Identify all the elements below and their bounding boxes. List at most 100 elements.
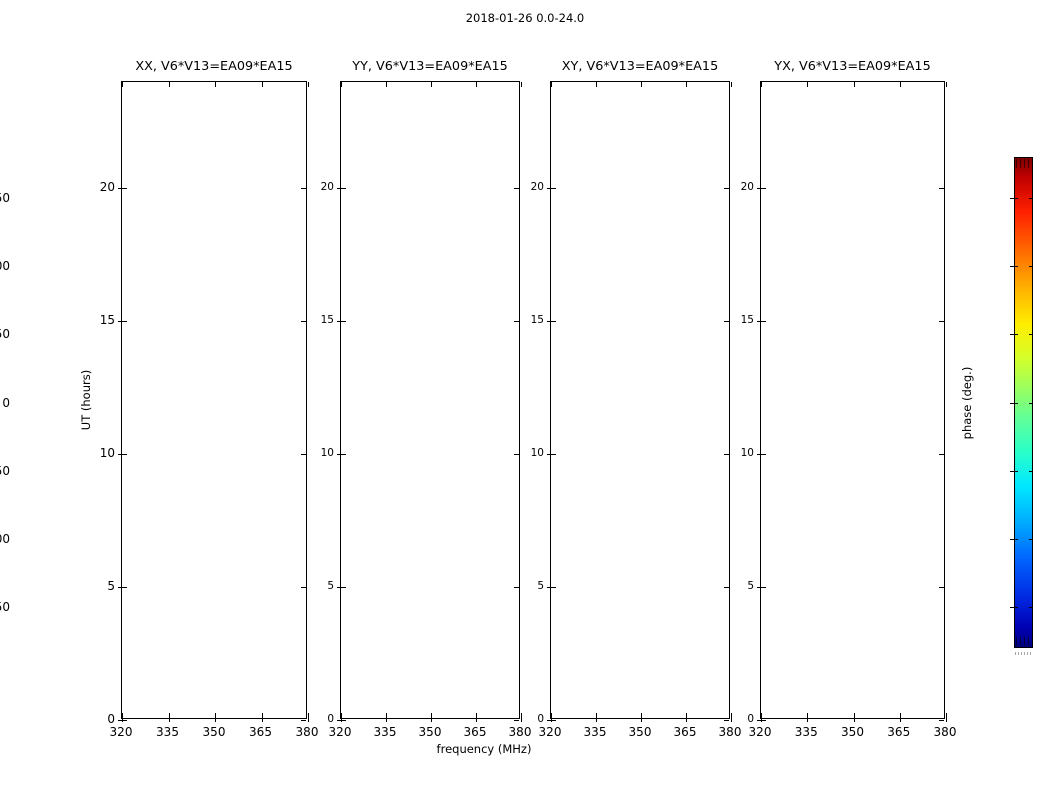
x-tick-bottom xyxy=(853,713,855,718)
colorbar[interactable] xyxy=(1010,157,1033,648)
y-tick-stub xyxy=(337,454,341,456)
x-tick-label: 320 xyxy=(109,725,133,739)
x-tick-top xyxy=(761,82,762,87)
y-tick-left xyxy=(761,720,766,721)
x-tick-label: 335 xyxy=(156,725,179,739)
x-tick-stub xyxy=(215,718,216,722)
y-tick-stub xyxy=(547,720,551,721)
y-tick-right xyxy=(724,321,729,323)
x-tick-bottom xyxy=(641,713,642,718)
y-tick-left xyxy=(551,720,556,721)
y-tick-stub xyxy=(118,454,122,456)
x-tick-top xyxy=(386,82,387,87)
x-tick-bottom xyxy=(761,713,762,718)
colorbar-tick xyxy=(1010,266,1014,268)
x-tick-label: 320 xyxy=(748,725,772,739)
y-tick-right xyxy=(939,587,944,589)
y-tick-left xyxy=(122,321,127,323)
colorbar-tick xyxy=(1010,334,1014,336)
x-tick-top xyxy=(807,82,809,87)
x-tick-label: 380 xyxy=(295,725,319,739)
x-tick-top xyxy=(476,82,477,87)
y-tick-label: 20 xyxy=(99,180,115,195)
x-tick-bottom xyxy=(341,713,342,718)
x-tick-stub xyxy=(168,718,170,722)
y-tick-label: 15 xyxy=(740,314,754,327)
y-tick-label: 15 xyxy=(99,313,115,328)
x-tick-top xyxy=(946,82,947,87)
colorbar-tick-label: 50 xyxy=(0,327,10,342)
colorbar-tick-inner-right xyxy=(1029,334,1033,336)
y-tick-right xyxy=(301,188,306,190)
y-tick-label: 15 xyxy=(320,314,334,327)
plot-panel-yx[interactable]: YX, V6*V13=EA09*EA15 xyxy=(757,59,947,722)
colorbar-tick-inner-right xyxy=(1029,266,1033,268)
x-tick-label: 350 xyxy=(628,725,652,739)
y-tick-label: 10 xyxy=(530,447,544,460)
colorbar-tick-inner-right xyxy=(1029,607,1033,609)
y-tick-right xyxy=(724,720,729,721)
colorbar-tick-label: − 100 xyxy=(0,531,10,546)
y-tick-label: 20 xyxy=(530,181,544,194)
y-tick-stub xyxy=(337,321,341,323)
x-tick-stub xyxy=(431,718,432,722)
colorbar-tick-label: 150 xyxy=(0,190,10,205)
x-tick-bottom xyxy=(261,713,263,718)
x-tick-bottom xyxy=(386,713,387,718)
x-tick-bottom xyxy=(807,713,809,718)
x-tick-bottom xyxy=(521,713,522,718)
y-tick-right xyxy=(301,587,306,589)
colorbar-tick-inner xyxy=(1014,334,1018,336)
y-tick-left xyxy=(551,321,556,323)
x-tick-label: 380 xyxy=(508,725,532,739)
y-tick-right xyxy=(301,321,306,323)
x-tick-bottom xyxy=(899,713,901,718)
y-tick-stub xyxy=(118,321,122,323)
y-tick-label: 5 xyxy=(107,579,115,594)
y-tick-right xyxy=(514,587,519,589)
colorbar-tick xyxy=(1010,470,1014,472)
y-tick-stub xyxy=(547,188,551,190)
figure-suptitle: 2018-01-26 0.0-24.0 xyxy=(465,11,585,25)
plot-panel-xx[interactable]: XX, V6*V13=EA09*EA15 xyxy=(118,59,309,722)
colorbar-tick-label: 0 xyxy=(2,395,10,410)
y-tick-label: 20 xyxy=(740,181,754,194)
y-tick-label: 0 xyxy=(537,713,544,725)
y-tick-stub xyxy=(757,454,761,456)
colorbar-tick-label: 100 xyxy=(0,259,10,274)
colorbar-tick-inner xyxy=(1014,607,1018,609)
x-tick-bottom xyxy=(551,713,552,718)
y-tick-label: 10 xyxy=(740,447,754,460)
x-tick-top xyxy=(899,82,901,87)
plot-panel-yy[interactable]: YY, V6*V13=EA09*EA15 xyxy=(337,59,522,722)
x-tick-stub xyxy=(596,718,597,722)
y-tick-left xyxy=(341,188,346,190)
colorbar-tick xyxy=(1010,607,1014,609)
colorbar-tick-inner xyxy=(1014,538,1018,540)
x-tick-bottom xyxy=(596,713,597,718)
x-tick-top xyxy=(686,82,687,87)
colorbar-tick-inner-right xyxy=(1029,538,1033,540)
y-tick-left xyxy=(341,454,346,456)
y-tick-left xyxy=(551,587,556,589)
x-tick-label: 365 xyxy=(887,725,911,739)
y-tick-left xyxy=(122,454,127,456)
y-tick-stub xyxy=(547,321,551,323)
y-tick-label: 10 xyxy=(320,447,334,460)
x-tick-label: 380 xyxy=(933,725,957,739)
x-tick-bottom xyxy=(215,713,216,718)
x-tick-stub xyxy=(641,718,642,722)
y-tick-left xyxy=(122,587,127,589)
x-tick-label: 350 xyxy=(202,725,226,739)
plot-panel-xy[interactable]: XY, V6*V13=EA09*EA15 xyxy=(547,59,732,722)
colorbar-tick-inner-right xyxy=(1029,470,1033,472)
y-tick-label: 0 xyxy=(327,713,334,725)
colorbar-tick xyxy=(1010,538,1014,540)
y-tick-left xyxy=(761,188,766,190)
y-tick-label: 5 xyxy=(747,580,754,593)
y-tick-left xyxy=(122,720,127,721)
x-axis-label: frequency (MHz) xyxy=(436,742,532,756)
x-tick-top xyxy=(521,82,522,87)
x-tick-bottom xyxy=(308,713,309,718)
panel-title-xy: XY, V6*V13=EA09*EA15 xyxy=(561,59,719,74)
